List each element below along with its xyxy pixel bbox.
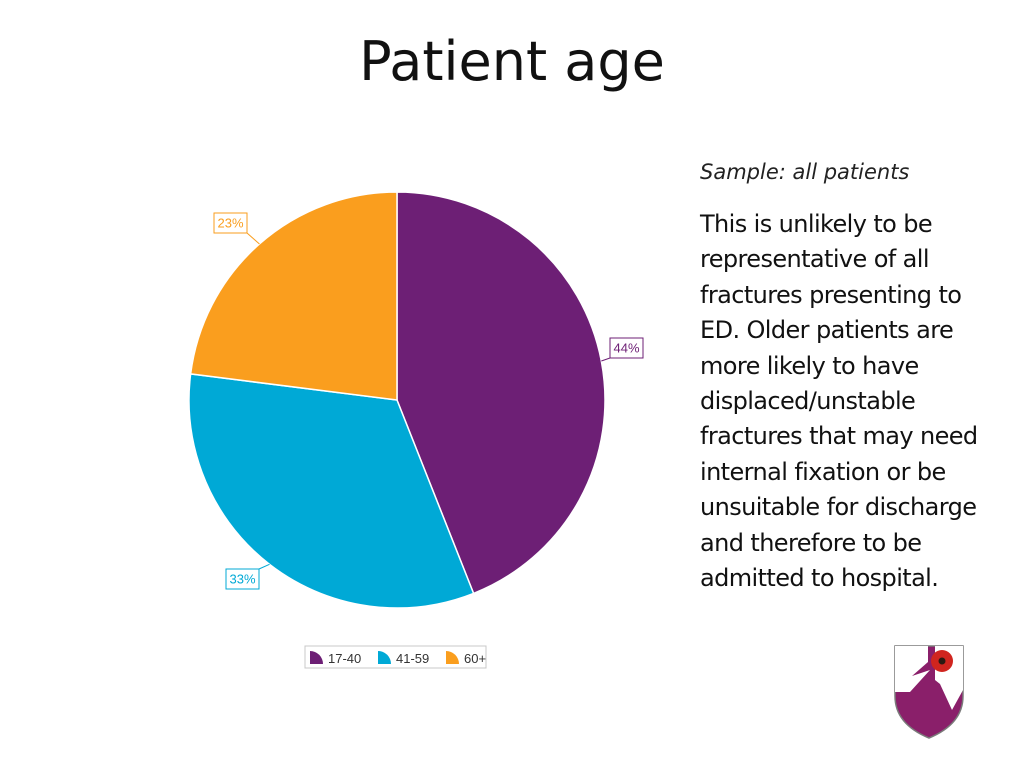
leader-line [258, 563, 270, 570]
poppy-center-icon [938, 657, 946, 665]
body-line: fractures that may need [700, 422, 978, 451]
data-label-41-59: 33% [229, 572, 255, 587]
data-label-box [225, 568, 260, 590]
body-line: internal fixation or be [700, 457, 946, 486]
pie-data-labels: 44% 33% 23% [213, 212, 644, 590]
page-title: Patient age [359, 30, 665, 93]
body-line: admitted to hospital. [700, 564, 939, 593]
legend-swatch-icon [378, 651, 391, 664]
pie-chart: 44% 33% 23% 17-40 41-59 60+ [188, 191, 644, 669]
data-label-box [213, 212, 248, 234]
pie-slice-17-40 [396, 191, 606, 595]
body-line: unsuitable for discharge [700, 493, 977, 522]
pie-slices [188, 191, 606, 609]
data-label-60+: 23% [217, 216, 243, 231]
crest-white-band [895, 646, 930, 692]
legend-frame [304, 645, 487, 669]
leader-line [246, 232, 260, 245]
pie-slice-41-59 [188, 373, 475, 609]
body-line: ED. Older patients are [700, 316, 954, 345]
data-label-box [609, 337, 644, 359]
sample-subtitle: Sample: all patients [700, 160, 910, 184]
body-paragraph: This is unlikely to be representative of… [700, 207, 1000, 596]
legend-label-60+: 60+ [464, 651, 486, 666]
legend-label-17-40: 17-40 [328, 651, 361, 666]
body-line: representative of all [700, 245, 930, 274]
body-line: more likely to have [700, 351, 919, 380]
chart-legend: 17-40 41-59 60+ [304, 645, 487, 669]
body-line: fractures presenting to [700, 280, 962, 309]
body-line: This is unlikely to be [700, 210, 933, 238]
body-line: displaced/unstable [700, 387, 916, 416]
crest-logo [894, 645, 964, 739]
legend-label-41-59: 41-59 [396, 651, 429, 666]
legend-swatch-icon [310, 651, 323, 664]
body-line: and therefore to be [700, 528, 922, 557]
leader-line [601, 357, 611, 362]
legend-swatch-icon [446, 651, 459, 664]
data-label-17-40: 44% [613, 341, 639, 356]
